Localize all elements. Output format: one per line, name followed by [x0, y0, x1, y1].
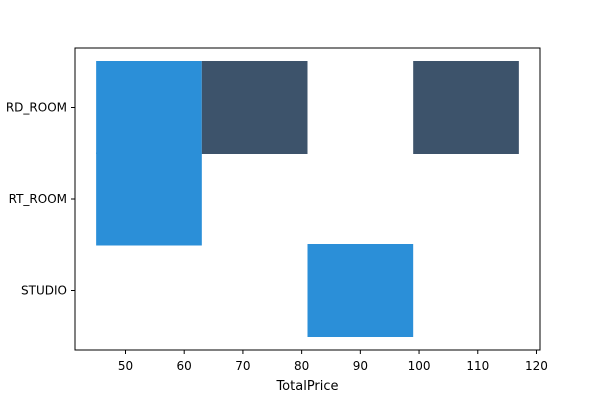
x-tick-label: 80: [294, 359, 309, 373]
y-axis: STUDIO RT_ROOM RD_ROOM: [6, 101, 75, 298]
y-tick-label: RD_ROOM: [6, 101, 67, 115]
x-tick-label: 110: [466, 359, 489, 373]
heatmap-cell: [413, 61, 519, 154]
x-axis-label: TotalPrice: [275, 379, 338, 394]
heatmap-cell: [307, 244, 414, 337]
y-tick-label: STUDIO: [21, 284, 67, 298]
x-tick-label: 100: [408, 359, 431, 373]
x-tick-label: 60: [177, 359, 192, 373]
heatmap-cell: [96, 61, 202, 154]
cells-layer: [96, 61, 519, 337]
x-tick-label: 70: [235, 359, 250, 373]
heatmap-cell: [201, 61, 308, 154]
x-tick-label: 120: [525, 359, 548, 373]
y-tick-label: RT_ROOM: [9, 192, 67, 206]
x-tick-label: 50: [118, 359, 133, 373]
x-tick-label: 90: [353, 359, 368, 373]
x-axis: 50 60 70 80 90 100 110 120: [118, 350, 548, 373]
heatmap-cell: [96, 152, 202, 246]
